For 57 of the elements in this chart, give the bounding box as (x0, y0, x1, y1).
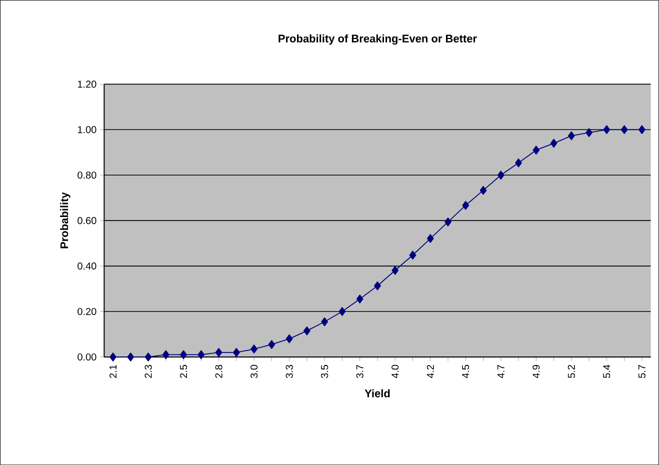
point (321, 317, 328, 326)
y-tick-label: 0.80 (78, 172, 96, 179)
x-tick-label: 4.7 (497, 364, 504, 378)
point (286, 334, 293, 344)
x-tick-label: 5.7 (638, 364, 646, 378)
point (426, 234, 434, 243)
point (338, 307, 346, 316)
y-tick-label: 0.20 (78, 308, 96, 315)
point (586, 128, 592, 137)
point (198, 350, 205, 360)
point (480, 186, 487, 195)
point (127, 352, 134, 362)
x-tick-label: 5.4 (603, 364, 610, 378)
y-axis-title: Probability (60, 192, 70, 248)
point (144, 352, 152, 362)
x-tick-label: 4.9 (532, 364, 540, 378)
y-tick-label: 1.20 (78, 80, 96, 88)
point (462, 200, 470, 210)
point (550, 138, 558, 148)
point (638, 125, 646, 134)
point (250, 344, 258, 354)
x-tick-label: 2.3 (144, 364, 152, 378)
x-tick-label: 4.2 (426, 364, 434, 378)
chart-title: Probability of Breaking-Even or Better (278, 34, 477, 45)
point (515, 158, 522, 168)
point (215, 348, 222, 357)
x-tick-label: 3.3 (286, 364, 293, 378)
point (444, 217, 452, 226)
x-tick-label: 3.0 (250, 364, 258, 378)
x-tick-label: 2.8 (215, 364, 222, 378)
x-tick-label: 2.1 (110, 364, 116, 378)
point (180, 350, 187, 360)
x-tick-label: 3.7 (356, 364, 364, 378)
point (392, 266, 399, 275)
x-axis-title: Yield (364, 389, 390, 398)
point (232, 348, 240, 357)
x-tick-label: 2.5 (180, 364, 188, 378)
point (374, 281, 381, 290)
point (268, 340, 276, 349)
point (532, 146, 540, 154)
point (303, 326, 310, 336)
y-tick-label: 1.00 (78, 126, 96, 134)
y-tick-label: 0.00 (78, 353, 96, 360)
y-tick-label: 0.60 (78, 216, 96, 224)
x-tick-label: 4.0 (392, 364, 399, 378)
x-tick-label: 3.5 (321, 364, 328, 378)
x-tick-label: 5.2 (568, 364, 575, 378)
point (620, 125, 628, 134)
point (110, 352, 116, 362)
x-tick-label: 4.5 (462, 364, 470, 378)
y-tick-label: 0.40 (78, 262, 96, 270)
point (162, 350, 170, 360)
point (409, 250, 416, 260)
point (356, 294, 364, 304)
point (497, 170, 504, 180)
point (568, 131, 575, 140)
point (603, 125, 610, 134)
